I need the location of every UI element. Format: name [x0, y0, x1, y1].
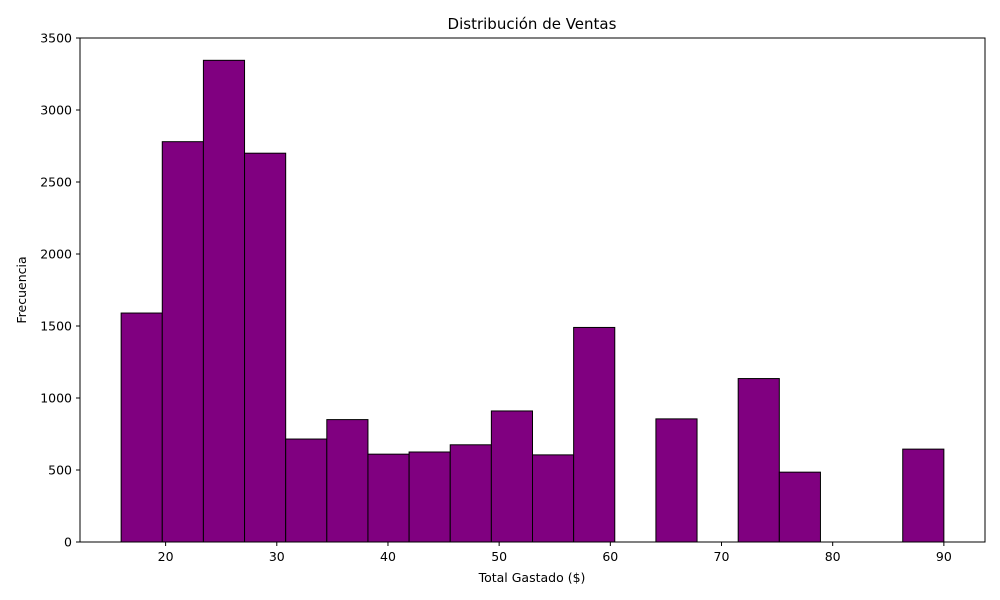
plot-frame	[79, 37, 986, 543]
histogram-bar	[655, 418, 698, 543]
y-tick-label: 2000	[40, 247, 72, 262]
y-tick-label: 1000	[40, 391, 72, 406]
x-axis: 20 30 40 50 60 70 80 90	[158, 542, 952, 564]
histogram-bar	[449, 444, 492, 543]
histogram-bar	[244, 152, 287, 543]
histogram-bar	[326, 419, 369, 543]
x-tick-label: 70	[714, 549, 730, 564]
chart-title: Distribución de Ventas	[448, 15, 617, 33]
x-tick-label: 60	[602, 549, 618, 564]
histogram-bar	[737, 378, 780, 543]
x-tick-label: 30	[269, 549, 285, 564]
histogram-bar	[902, 448, 945, 543]
histogram-bar	[408, 451, 451, 543]
histogram-bar	[532, 454, 575, 543]
x-axis-label: Total Gastado ($)	[478, 570, 586, 585]
histogram-bar	[285, 438, 328, 543]
histogram-bar	[202, 59, 246, 543]
bars-group	[120, 59, 945, 543]
y-tick-label: 1500	[40, 319, 72, 334]
y-axis: 0 500 1000 1500 2000 2500 3000 3500	[40, 31, 80, 550]
y-tick-label: 2500	[40, 175, 72, 190]
y-tick-label: 0	[64, 535, 72, 550]
y-tick-label: 3000	[40, 103, 72, 118]
y-tick-label: 3500	[40, 31, 72, 46]
histogram-bar	[161, 141, 204, 543]
x-tick-label: 90	[936, 549, 952, 564]
y-axis-label: Frecuencia	[14, 256, 29, 323]
x-tick-label: 50	[491, 549, 507, 564]
histogram-bar	[490, 410, 534, 543]
histogram-bar	[120, 312, 163, 543]
histogram-bar	[573, 326, 616, 543]
histogram-bar	[367, 453, 410, 543]
x-tick-label: 80	[825, 549, 841, 564]
histogram-bar	[778, 471, 821, 543]
y-tick-label: 500	[48, 463, 72, 478]
x-tick-label: 40	[380, 549, 396, 564]
x-tick-label: 20	[158, 549, 174, 564]
